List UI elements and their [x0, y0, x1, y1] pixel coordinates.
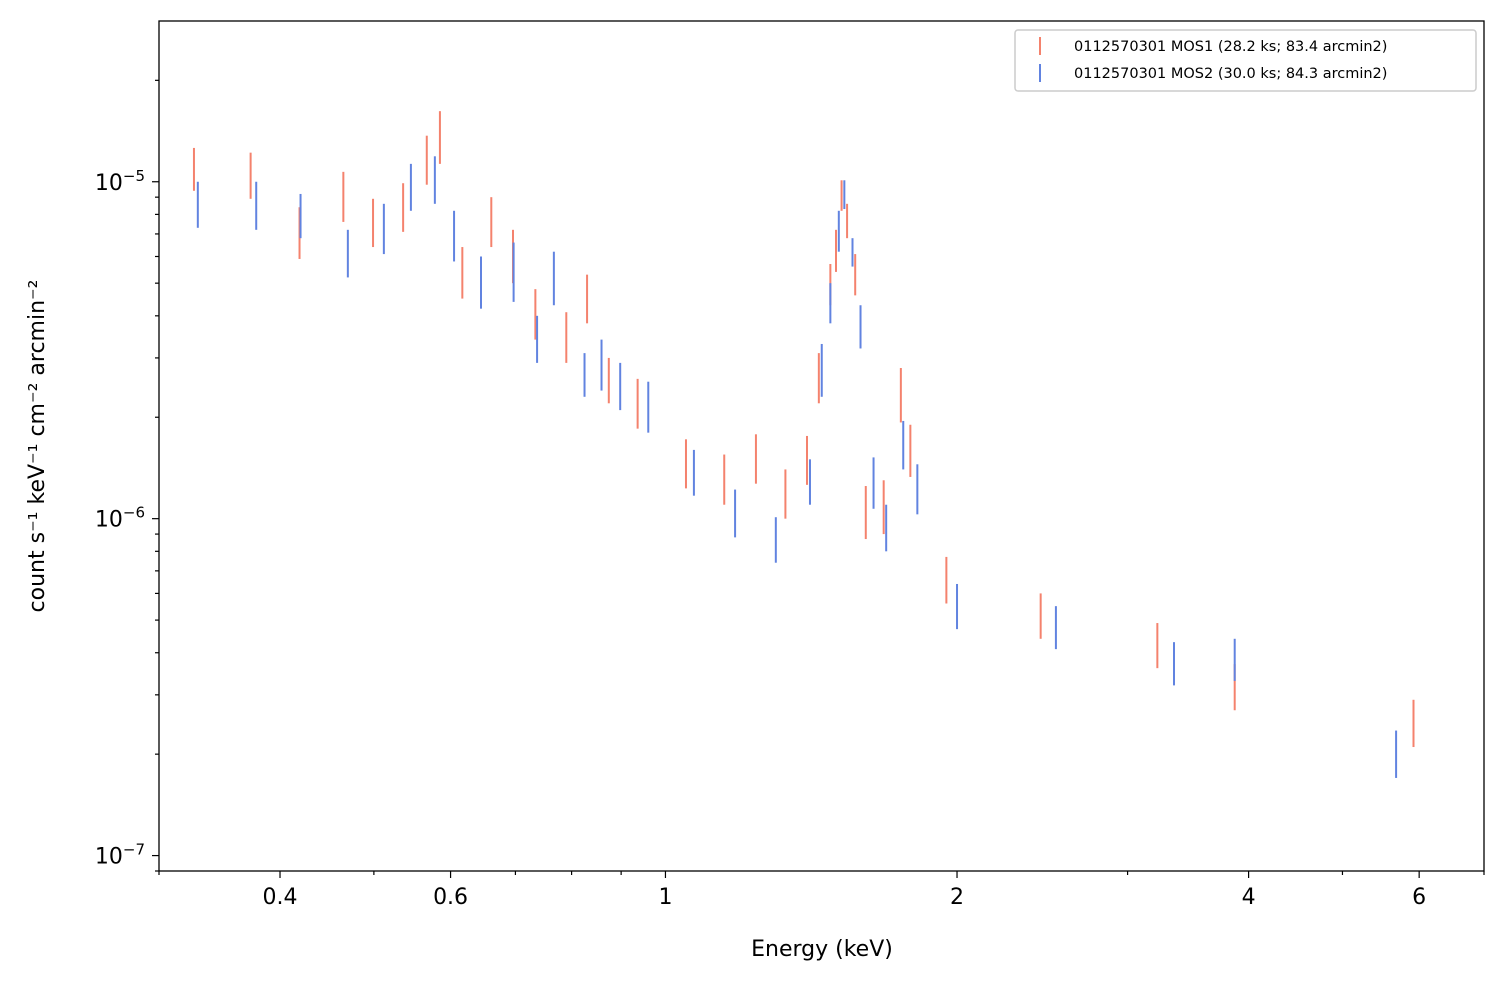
legend: 0112570301 MOS1 (28.2 ks; 83.4 arcmin2) … [1014, 29, 1477, 92]
x-axis-title: Energy (keV) [751, 937, 893, 962]
x-axis: 0.4 0.6 1 2 4 6 [158, 871, 1485, 910]
series-2 [196, 156, 1398, 778]
y-tick-label: 10−6 [95, 504, 145, 533]
y-axis-title: count s⁻¹ keV⁻¹ cm⁻² arcmin⁻² [25, 280, 50, 613]
x-tick-label: 0.4 [263, 885, 298, 910]
y-tick-label: 10−7 [95, 841, 145, 870]
plot-frame [158, 20, 1485, 872]
y-tick-label: 10−5 [95, 167, 145, 196]
legend-frame [1014, 29, 1477, 92]
x-tick-label: 2 [950, 885, 964, 910]
legend-label-mos2: 0112570301 MOS2 (30.0 ks; 84.3 arcmin2) [1074, 66, 1387, 82]
x-tick-label: 4 [1242, 885, 1256, 910]
x-tick-label: 0.6 [433, 885, 468, 910]
legend-label-mos1: 0112570301 MOS1 (28.2 ks; 83.4 arcmin2) [1074, 39, 1387, 55]
x-tick-label: 6 [1412, 885, 1426, 910]
x-tick-label: 1 [658, 885, 672, 910]
y-axis: 10−5 10−6 10−7 [95, 79, 159, 872]
plot-area [192, 111, 1415, 778]
